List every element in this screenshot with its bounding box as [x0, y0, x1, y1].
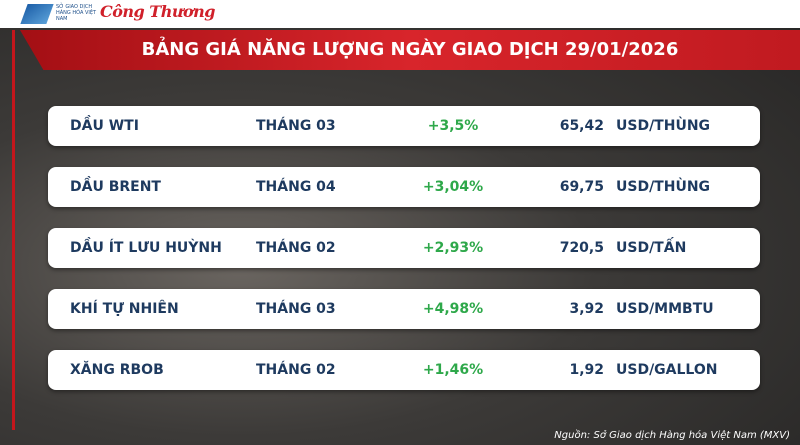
change: +2,93%	[422, 240, 484, 256]
change: +3,5%	[427, 118, 479, 134]
table-row: DẦU ÍT LƯU HUỲNH THÁNG 02 +2,93% 720,5 USD/T…	[48, 228, 760, 268]
source: Nguồn: Sở Giao dịch Hàng hóa Việt Nam (M…	[554, 430, 790, 441]
title: BẢNG GIÁ NĂNG LƯỢNG NGÀY GIAO DỊCH 29/01…	[141, 39, 679, 60]
contract-month: THÁNG 02	[256, 362, 336, 378]
brand: Công Thương	[100, 2, 215, 21]
header-bar: SỞ GIAO DỊCH HÀNG HÓA VIỆT NAM Công Thươ…	[0, 0, 800, 28]
commodity: DẦU BRENT	[70, 179, 161, 195]
unit: USD/MMBTU	[616, 301, 714, 317]
contract-month: THÁNG 03	[256, 118, 336, 134]
title-banner	[20, 30, 800, 70]
unit: USD/THÙNG	[616, 179, 711, 195]
unit: USD/TẤN	[616, 240, 687, 256]
change: +3,04%	[422, 179, 484, 195]
commodity: DẦU WTI	[70, 118, 139, 134]
contract-month: THÁNG 03	[256, 301, 336, 317]
table-row: DẦU BRENT THÁNG 04 +3,04% 69,75 USD/THÙNG	[48, 167, 760, 207]
contract-month: THÁNG 04	[256, 179, 336, 195]
commodity: DẦU ÍT LƯU HUỲNH	[70, 240, 222, 256]
change: +1,46%	[422, 362, 484, 378]
commodity: KHÍ TỰ NHIÊN	[70, 301, 179, 317]
price: 65,42	[559, 118, 604, 134]
unit: USD/GALLON	[616, 362, 718, 378]
contract-month: THÁNG 02	[256, 240, 336, 256]
logo	[20, 4, 54, 24]
logo-text: SỞ GIAO DỊCH HÀNG HÓA VIỆT NAM	[56, 4, 97, 22]
price: 720,5	[559, 240, 604, 256]
commodity: XĂNG RBOB	[70, 362, 164, 378]
unit: USD/THÙNG	[616, 118, 711, 134]
table-row: KHÍ TỰ NHIÊN THÁNG 03 +4,98% 3,92 USD/MMBTU	[48, 289, 760, 329]
change: +4,98%	[422, 301, 484, 317]
table-row: XĂNG RBOB THÁNG 02 +1,46% 1,92 USD/GALLON	[48, 350, 760, 390]
price: 1,92	[569, 362, 604, 378]
price: 69,75	[559, 179, 604, 195]
table-row: DẦU WTI THÁNG 03 +3,5% 65,42 USD/THÙNG	[48, 106, 760, 146]
price: 3,92	[569, 301, 604, 317]
accent-line	[12, 30, 15, 430]
